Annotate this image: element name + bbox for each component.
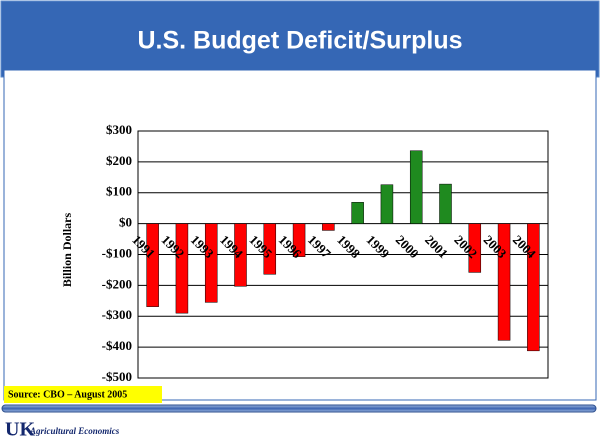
y-tick-label: -$500 — [102, 369, 132, 384]
bar — [322, 223, 335, 231]
bar — [409, 150, 423, 224]
bar — [380, 184, 394, 224]
footer-bar — [1, 404, 597, 413]
bar — [439, 183, 452, 224]
footer-department: Agricultural Economics — [29, 426, 120, 436]
bar — [234, 223, 247, 287]
y-tick-label: -$100 — [102, 245, 132, 260]
y-axis-title: Billion Dollars — [60, 212, 74, 287]
y-tick-label: -$300 — [102, 307, 132, 322]
y-tick-label: $100 — [106, 184, 132, 199]
footer-logo: UK — [5, 419, 35, 441]
bar — [263, 223, 277, 275]
y-tick-label: $300 — [106, 122, 132, 137]
y-tick-label: $200 — [106, 153, 132, 168]
bar — [351, 202, 364, 224]
y-tick-label: $0 — [119, 215, 132, 230]
y-tick-label: -$200 — [102, 276, 132, 291]
bar — [468, 223, 482, 273]
bar — [204, 223, 218, 303]
source-box — [4, 386, 162, 403]
bar — [146, 223, 159, 307]
bar — [527, 223, 540, 352]
bar — [175, 223, 189, 314]
chart-title: U.S. Budget Deficit/Surplus — [137, 27, 462, 55]
y-tick-label: -$400 — [102, 338, 132, 353]
title-banner — [0, 0, 600, 78]
source-note: Source: CBO – August 2005 — [8, 389, 127, 400]
bar — [497, 223, 511, 341]
plot-border — [137, 130, 549, 379]
bar — [292, 223, 306, 257]
